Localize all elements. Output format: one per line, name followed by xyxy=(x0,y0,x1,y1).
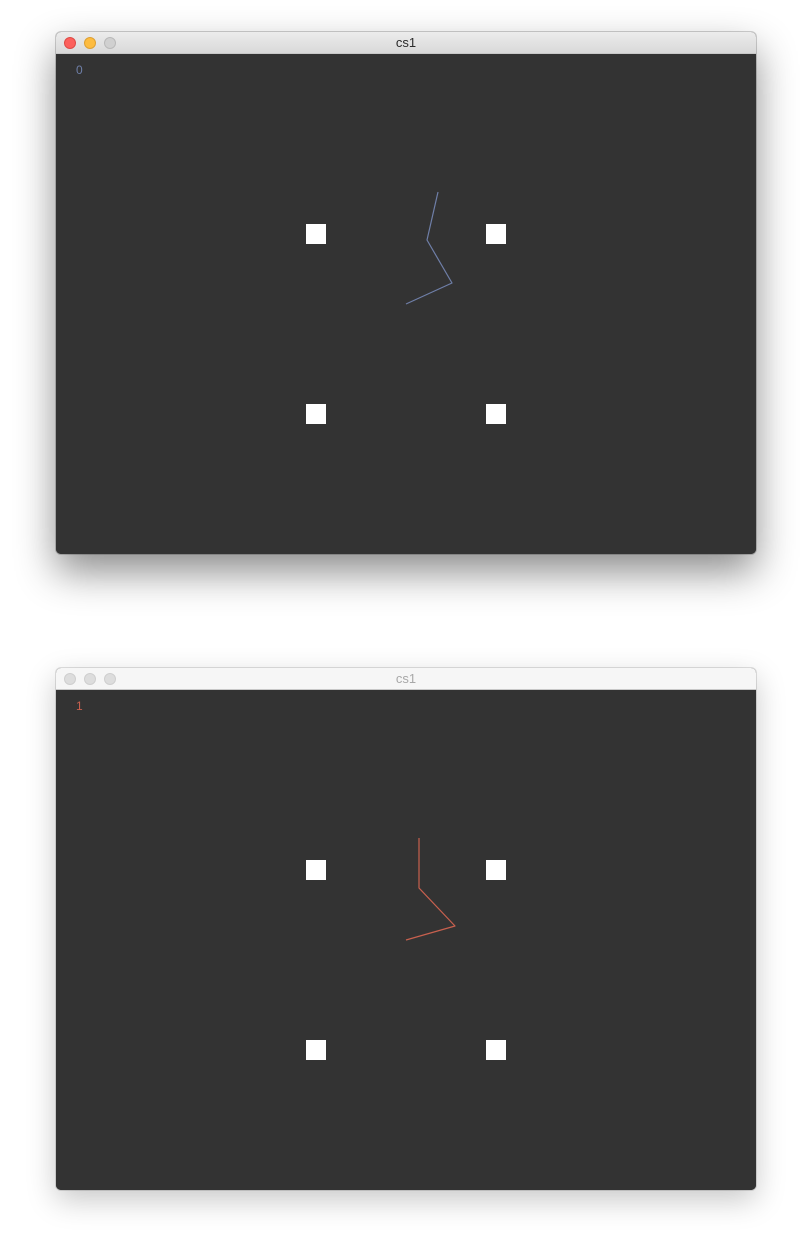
window-title: cs1 xyxy=(395,671,417,686)
trial-counter: 0 xyxy=(76,63,83,77)
target-marker-top-right xyxy=(486,224,506,244)
trace-line xyxy=(405,838,456,941)
title-bar[interactable]: cs1 xyxy=(56,668,756,690)
target-marker-top-left xyxy=(306,224,326,244)
trial-counter: 1 xyxy=(76,699,83,713)
trace-line xyxy=(405,191,453,305)
zoom-icon[interactable] xyxy=(104,673,116,685)
cursor-trace xyxy=(405,191,453,305)
window-title: cs1 xyxy=(395,35,417,50)
app-window-1: cs1 1 xyxy=(56,668,756,1190)
target-marker-top-right xyxy=(486,860,506,880)
target-marker-bottom-right xyxy=(486,404,506,424)
target-marker-bottom-left xyxy=(306,1040,326,1060)
zoom-icon[interactable] xyxy=(104,37,116,49)
minimize-icon[interactable] xyxy=(84,37,96,49)
close-icon[interactable] xyxy=(64,673,76,685)
drawing-canvas[interactable]: 0 xyxy=(56,54,756,554)
drawing-canvas[interactable]: 1 xyxy=(56,690,756,1190)
minimize-icon[interactable] xyxy=(84,673,96,685)
target-marker-bottom-right xyxy=(486,1040,506,1060)
target-marker-bottom-left xyxy=(306,404,326,424)
target-marker-top-left xyxy=(306,860,326,880)
cursor-trace xyxy=(405,838,456,941)
app-window-0: cs1 0 xyxy=(56,32,756,554)
close-icon[interactable] xyxy=(64,37,76,49)
title-bar[interactable]: cs1 xyxy=(56,32,756,54)
